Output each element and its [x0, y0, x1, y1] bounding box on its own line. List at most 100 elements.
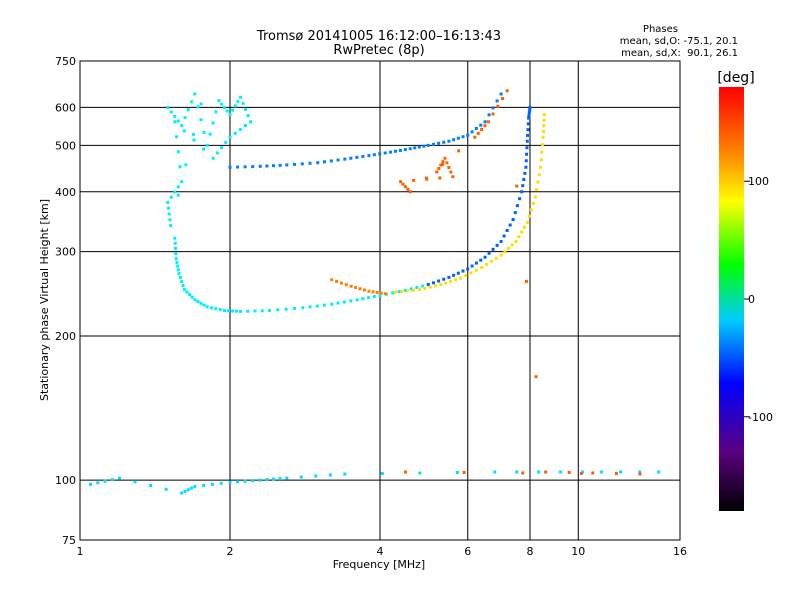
echo-point: [222, 106, 226, 110]
echo-point: [367, 296, 371, 300]
echo-point: [328, 473, 332, 477]
echo-point: [400, 289, 404, 293]
echo-point: [293, 162, 297, 166]
echo-point: [211, 121, 215, 125]
echo-point: [399, 180, 403, 184]
echo-point: [480, 265, 484, 269]
echo-point: [185, 290, 189, 294]
echo-point: [479, 123, 483, 127]
echo-point: [515, 184, 519, 188]
echo-point: [444, 281, 448, 285]
echo-point: [438, 176, 442, 180]
echo-point: [231, 108, 235, 112]
echo-point: [193, 484, 197, 488]
echo-point: [426, 283, 430, 287]
echo-point: [173, 241, 177, 245]
echo-point: [227, 309, 231, 313]
echo-point: [638, 472, 642, 476]
echo-point: [515, 204, 519, 208]
echo-point: [447, 165, 451, 169]
echo-point: [176, 264, 180, 268]
echo-point: [299, 475, 303, 479]
echo-point: [500, 97, 504, 101]
echo-point: [522, 225, 526, 229]
echo-point: [182, 129, 186, 133]
echo-point: [178, 276, 182, 280]
echo-point: [202, 131, 206, 135]
series-o-trace-upper: [426, 105, 532, 287]
x-tick-label: 2: [227, 545, 234, 558]
echo-point: [525, 221, 529, 225]
echo-point: [403, 470, 407, 474]
echo-point: [174, 246, 178, 250]
echo-point: [383, 151, 387, 155]
echo-point: [466, 267, 470, 271]
echo-point: [431, 142, 435, 146]
echo-point: [567, 470, 571, 474]
echo-point: [508, 223, 512, 227]
echo-point: [188, 293, 192, 297]
echo-point: [418, 471, 422, 475]
echo-point: [246, 114, 250, 118]
echo-point: [231, 309, 235, 313]
echo-point: [528, 108, 532, 112]
echo-point: [265, 164, 269, 168]
echo-point: [456, 136, 460, 140]
echo-point: [249, 120, 253, 124]
echo-point: [528, 105, 532, 109]
echo-point: [217, 99, 221, 103]
echo-point: [403, 148, 407, 152]
echo-point: [403, 185, 407, 189]
echo-point: [397, 290, 401, 294]
echo-point: [461, 135, 465, 139]
echo-point: [173, 236, 177, 240]
echo-point: [175, 135, 179, 139]
echo-point: [441, 162, 445, 166]
echo-point: [456, 271, 460, 275]
echo-point: [182, 288, 186, 292]
echo-point: [457, 149, 461, 153]
echo-point: [180, 280, 184, 284]
echo-point: [486, 120, 490, 124]
echo-point: [406, 289, 410, 293]
echo-point: [169, 195, 173, 199]
echo-point: [513, 211, 517, 215]
series-x-trace-upper: [394, 112, 546, 294]
echo-point: [449, 279, 453, 283]
echo-point: [520, 190, 524, 194]
x-axis-label: Frequency [MHz]: [333, 558, 425, 571]
echo-point: [202, 303, 206, 307]
echo-point: [379, 291, 383, 295]
echo-point: [619, 470, 623, 474]
echo-point: [176, 150, 180, 154]
echo-point: [439, 163, 443, 167]
echo-point: [491, 247, 495, 251]
echo-point: [434, 284, 438, 288]
echo-point: [520, 230, 524, 234]
echo-point: [196, 105, 200, 109]
echo-point: [220, 102, 224, 106]
chart-title: Tromsø 20141005 16:12:00–16:13:43: [256, 29, 501, 44]
x-tick-label: 6: [464, 545, 471, 558]
echo-point: [483, 255, 487, 259]
echo-point: [502, 234, 506, 238]
echo-point: [536, 180, 540, 184]
echo-point: [401, 182, 405, 186]
echo-point: [323, 160, 327, 164]
echo-point: [284, 307, 288, 311]
echo-point: [527, 113, 531, 117]
echo-point: [435, 170, 439, 174]
echo-point: [503, 250, 507, 254]
echo-point: [199, 102, 203, 106]
echo-point: [521, 471, 525, 475]
x-tick-label: 4: [377, 545, 384, 558]
echo-point: [437, 141, 441, 145]
colorbar: [deg] 100 0 -100: [717, 70, 773, 511]
echo-point: [174, 252, 178, 256]
echo-point: [96, 481, 100, 485]
echo-point: [514, 239, 518, 243]
echo-point: [308, 161, 312, 165]
echo-point: [191, 132, 195, 136]
echo-point: [316, 161, 320, 165]
